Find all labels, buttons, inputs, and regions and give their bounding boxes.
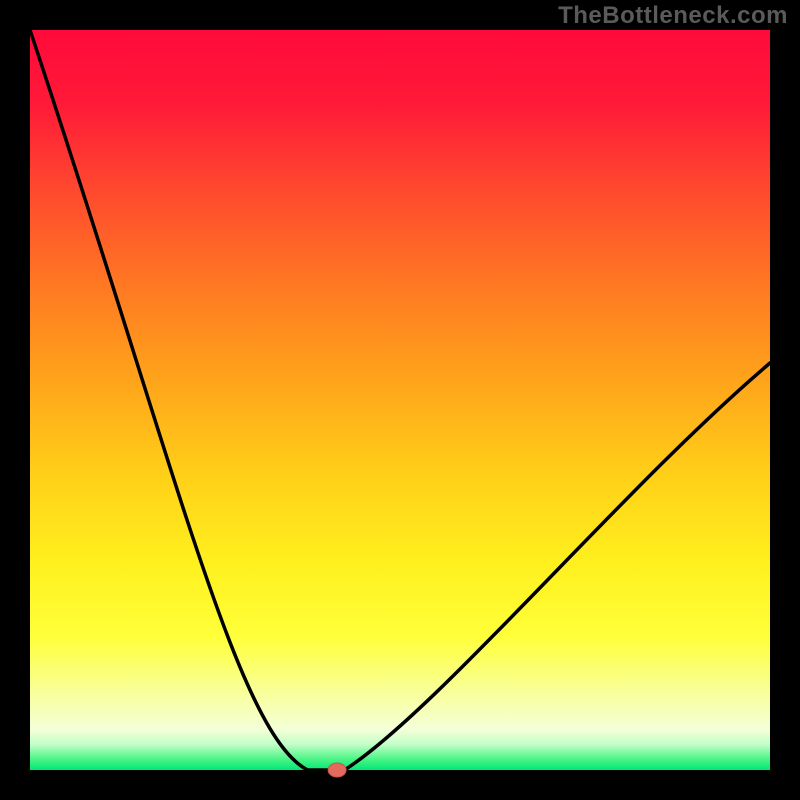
watermark-text: TheBottleneck.com (558, 2, 788, 30)
plot-area (30, 30, 770, 770)
chart-stage: TheBottleneck.com (0, 0, 800, 800)
chart-svg (0, 0, 800, 800)
optimal-marker (328, 763, 346, 777)
